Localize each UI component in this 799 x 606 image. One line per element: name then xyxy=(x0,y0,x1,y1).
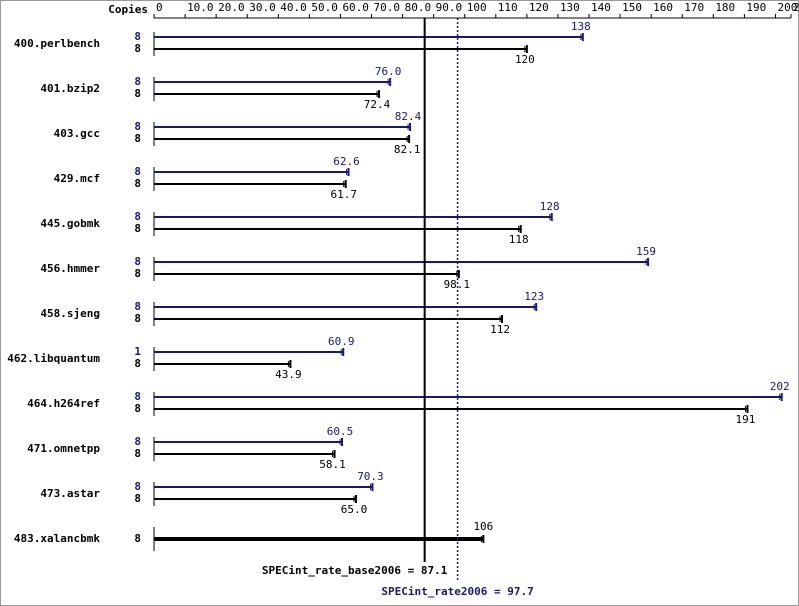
copies: 8 xyxy=(134,390,141,403)
x-tick-label: 150 xyxy=(622,1,642,14)
copies: 8 xyxy=(134,210,141,223)
benchmark-label: 462.libquantum xyxy=(7,352,100,365)
benchmark-label: 464.h264ref xyxy=(27,397,100,410)
value-label: 118 xyxy=(509,233,529,246)
x-tick-label: 50.0 xyxy=(311,1,338,14)
benchmark-label: 401.bzip2 xyxy=(40,82,100,95)
value-label: 60.9 xyxy=(328,335,355,348)
value-label: 72.4 xyxy=(364,98,391,111)
value-label: 191 xyxy=(736,413,756,426)
x-tick-label: 110 xyxy=(498,1,518,14)
copies: 8 xyxy=(134,402,141,415)
copies: 1 xyxy=(134,345,141,358)
value-label: 128 xyxy=(540,200,560,213)
copies: 8 xyxy=(134,87,141,100)
value-label: 82.1 xyxy=(394,143,421,156)
x-tick-label: 40.0 xyxy=(280,1,307,14)
value-label: 76.0 xyxy=(375,65,402,78)
x-tick-label: 60.0 xyxy=(342,1,369,14)
value-label: 60.5 xyxy=(327,425,354,438)
x-tick-label: 10.0 xyxy=(187,1,214,14)
copies: 8 xyxy=(134,357,141,370)
value-label: 61.7 xyxy=(330,188,357,201)
copies: 8 xyxy=(134,300,141,313)
value-label: 123 xyxy=(524,290,544,303)
value-label: 159 xyxy=(636,245,656,258)
x-tick-label: 0 xyxy=(156,1,163,14)
copies: 8 xyxy=(134,255,141,268)
copies: 8 xyxy=(134,222,141,235)
value-label: 120 xyxy=(515,53,535,66)
x-tick-label: 140 xyxy=(591,1,611,14)
value-label: 98.1 xyxy=(444,278,471,291)
benchmark-label: 456.hmmer xyxy=(40,262,100,275)
benchmark-label: 473.astar xyxy=(40,487,100,500)
x-tick-label: 190 xyxy=(746,1,766,14)
copies: 8 xyxy=(134,312,141,325)
value-label: 112 xyxy=(490,323,510,336)
benchmark-label: 400.perlbench xyxy=(14,37,100,50)
copies: 8 xyxy=(134,447,141,460)
value-label: 138 xyxy=(571,20,591,33)
value-label: 70.3 xyxy=(357,470,384,483)
x-tick-label: 205 xyxy=(793,1,799,14)
benchmark-label: 471.omnetpp xyxy=(27,442,100,455)
x-tick-label: 160 xyxy=(653,1,673,14)
x-tick-label: 20.0 xyxy=(218,1,245,14)
value-label: 106 xyxy=(473,520,493,533)
copies: 8 xyxy=(134,532,141,545)
x-tick-label: 70.0 xyxy=(374,1,401,14)
benchmark-label: 458.sjeng xyxy=(40,307,100,320)
x-tick-label: 180 xyxy=(715,1,735,14)
copies: 8 xyxy=(134,492,141,505)
value-label: 58.1 xyxy=(319,458,346,471)
benchmark-label: 429.mcf xyxy=(54,172,100,185)
benchmark-label: 403.gcc xyxy=(54,127,100,140)
copies: 8 xyxy=(134,75,141,88)
x-tick-label: 170 xyxy=(684,1,704,14)
value-label: 82.4 xyxy=(395,110,422,123)
copies: 8 xyxy=(134,42,141,55)
value-label: 65.0 xyxy=(341,503,368,516)
reference-label: SPECint_rate2006 = 97.7 xyxy=(381,585,533,598)
x-tick-label: 30.0 xyxy=(249,1,276,14)
reference-label: SPECint_rate_base2006 = 87.1 xyxy=(262,564,448,577)
x-tick-label: 100 xyxy=(467,1,487,14)
copies: 8 xyxy=(134,480,141,493)
copies: 8 xyxy=(134,165,141,178)
value-label: 43.9 xyxy=(275,368,302,381)
x-tick-label: 200 xyxy=(777,1,797,14)
copies: 8 xyxy=(134,30,141,43)
x-tick-label: 120 xyxy=(529,1,549,14)
copies: 8 xyxy=(134,435,141,448)
value-label: 62.6 xyxy=(333,155,360,168)
copies-header: Copies xyxy=(108,3,148,16)
x-tick-label: 90.0 xyxy=(436,1,463,14)
x-tick-label: 80.0 xyxy=(405,1,432,14)
x-tick-label: 130 xyxy=(560,1,580,14)
copies: 8 xyxy=(134,120,141,133)
benchmark-label: 483.xalancbmk xyxy=(14,532,100,545)
benchmark-label: 445.gobmk xyxy=(40,217,100,230)
value-label: 202 xyxy=(770,380,790,393)
copies: 8 xyxy=(134,132,141,145)
copies: 8 xyxy=(134,267,141,280)
copies: 8 xyxy=(134,177,141,190)
